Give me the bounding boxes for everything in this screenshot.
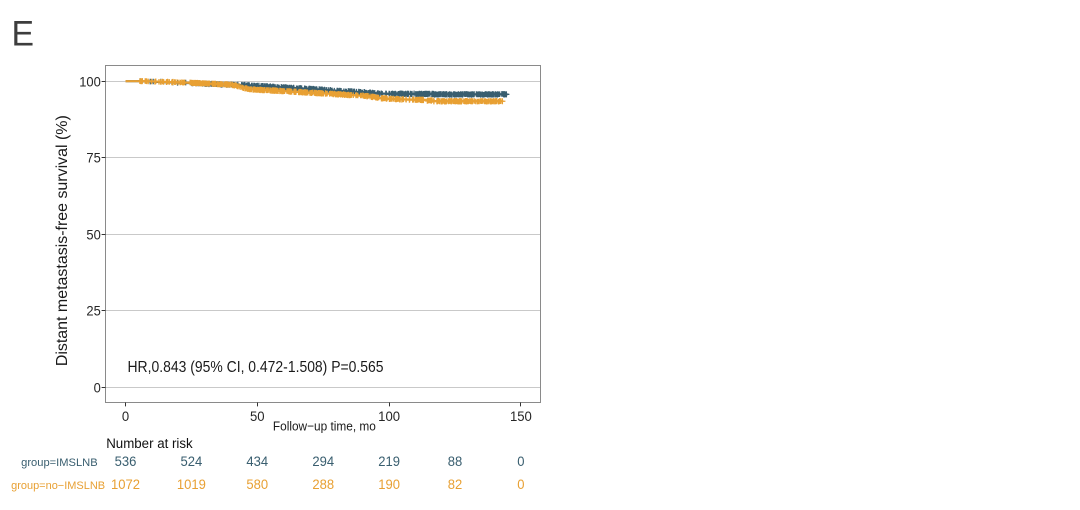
svg-text:25: 25 (86, 302, 101, 318)
svg-text:100: 100 (378, 408, 400, 424)
svg-text:434: 434 (246, 453, 268, 469)
svg-text:0: 0 (517, 453, 524, 469)
svg-text:1072: 1072 (111, 476, 140, 492)
svg-text:100: 100 (79, 73, 101, 89)
svg-text:Distant metastasis-free surviv: Distant metastasis-free survival (%) (54, 115, 71, 366)
svg-text:HR,0.843 (95% CI, 0.472-1.508): HR,0.843 (95% CI, 0.472-1.508) P=0.565 (128, 359, 384, 376)
svg-text:190: 190 (378, 476, 400, 492)
svg-text:E: E (12, 14, 35, 53)
svg-text:75: 75 (86, 149, 101, 165)
svg-text:0: 0 (94, 379, 101, 395)
svg-text:group=IMSLNB: group=IMSLNB (21, 457, 98, 469)
svg-text:536: 536 (115, 453, 137, 469)
svg-text:524: 524 (181, 453, 203, 469)
svg-text:50: 50 (86, 226, 101, 242)
svg-text:Number at risk: Number at risk (106, 436, 193, 452)
svg-text:580: 580 (246, 476, 268, 492)
svg-text:Follow−up time, mo: Follow−up time, mo (273, 419, 376, 434)
svg-text:group=no−IMSLNB: group=no−IMSLNB (11, 480, 105, 492)
svg-text:0: 0 (122, 408, 129, 424)
svg-text:50: 50 (250, 408, 265, 424)
svg-text:294: 294 (312, 453, 334, 469)
svg-text:288: 288 (312, 476, 334, 492)
svg-text:88: 88 (448, 453, 463, 469)
svg-text:0: 0 (517, 476, 524, 492)
svg-text:82: 82 (448, 476, 463, 492)
svg-text:219: 219 (378, 453, 400, 469)
svg-text:1019: 1019 (177, 476, 206, 492)
svg-text:150: 150 (510, 408, 532, 424)
